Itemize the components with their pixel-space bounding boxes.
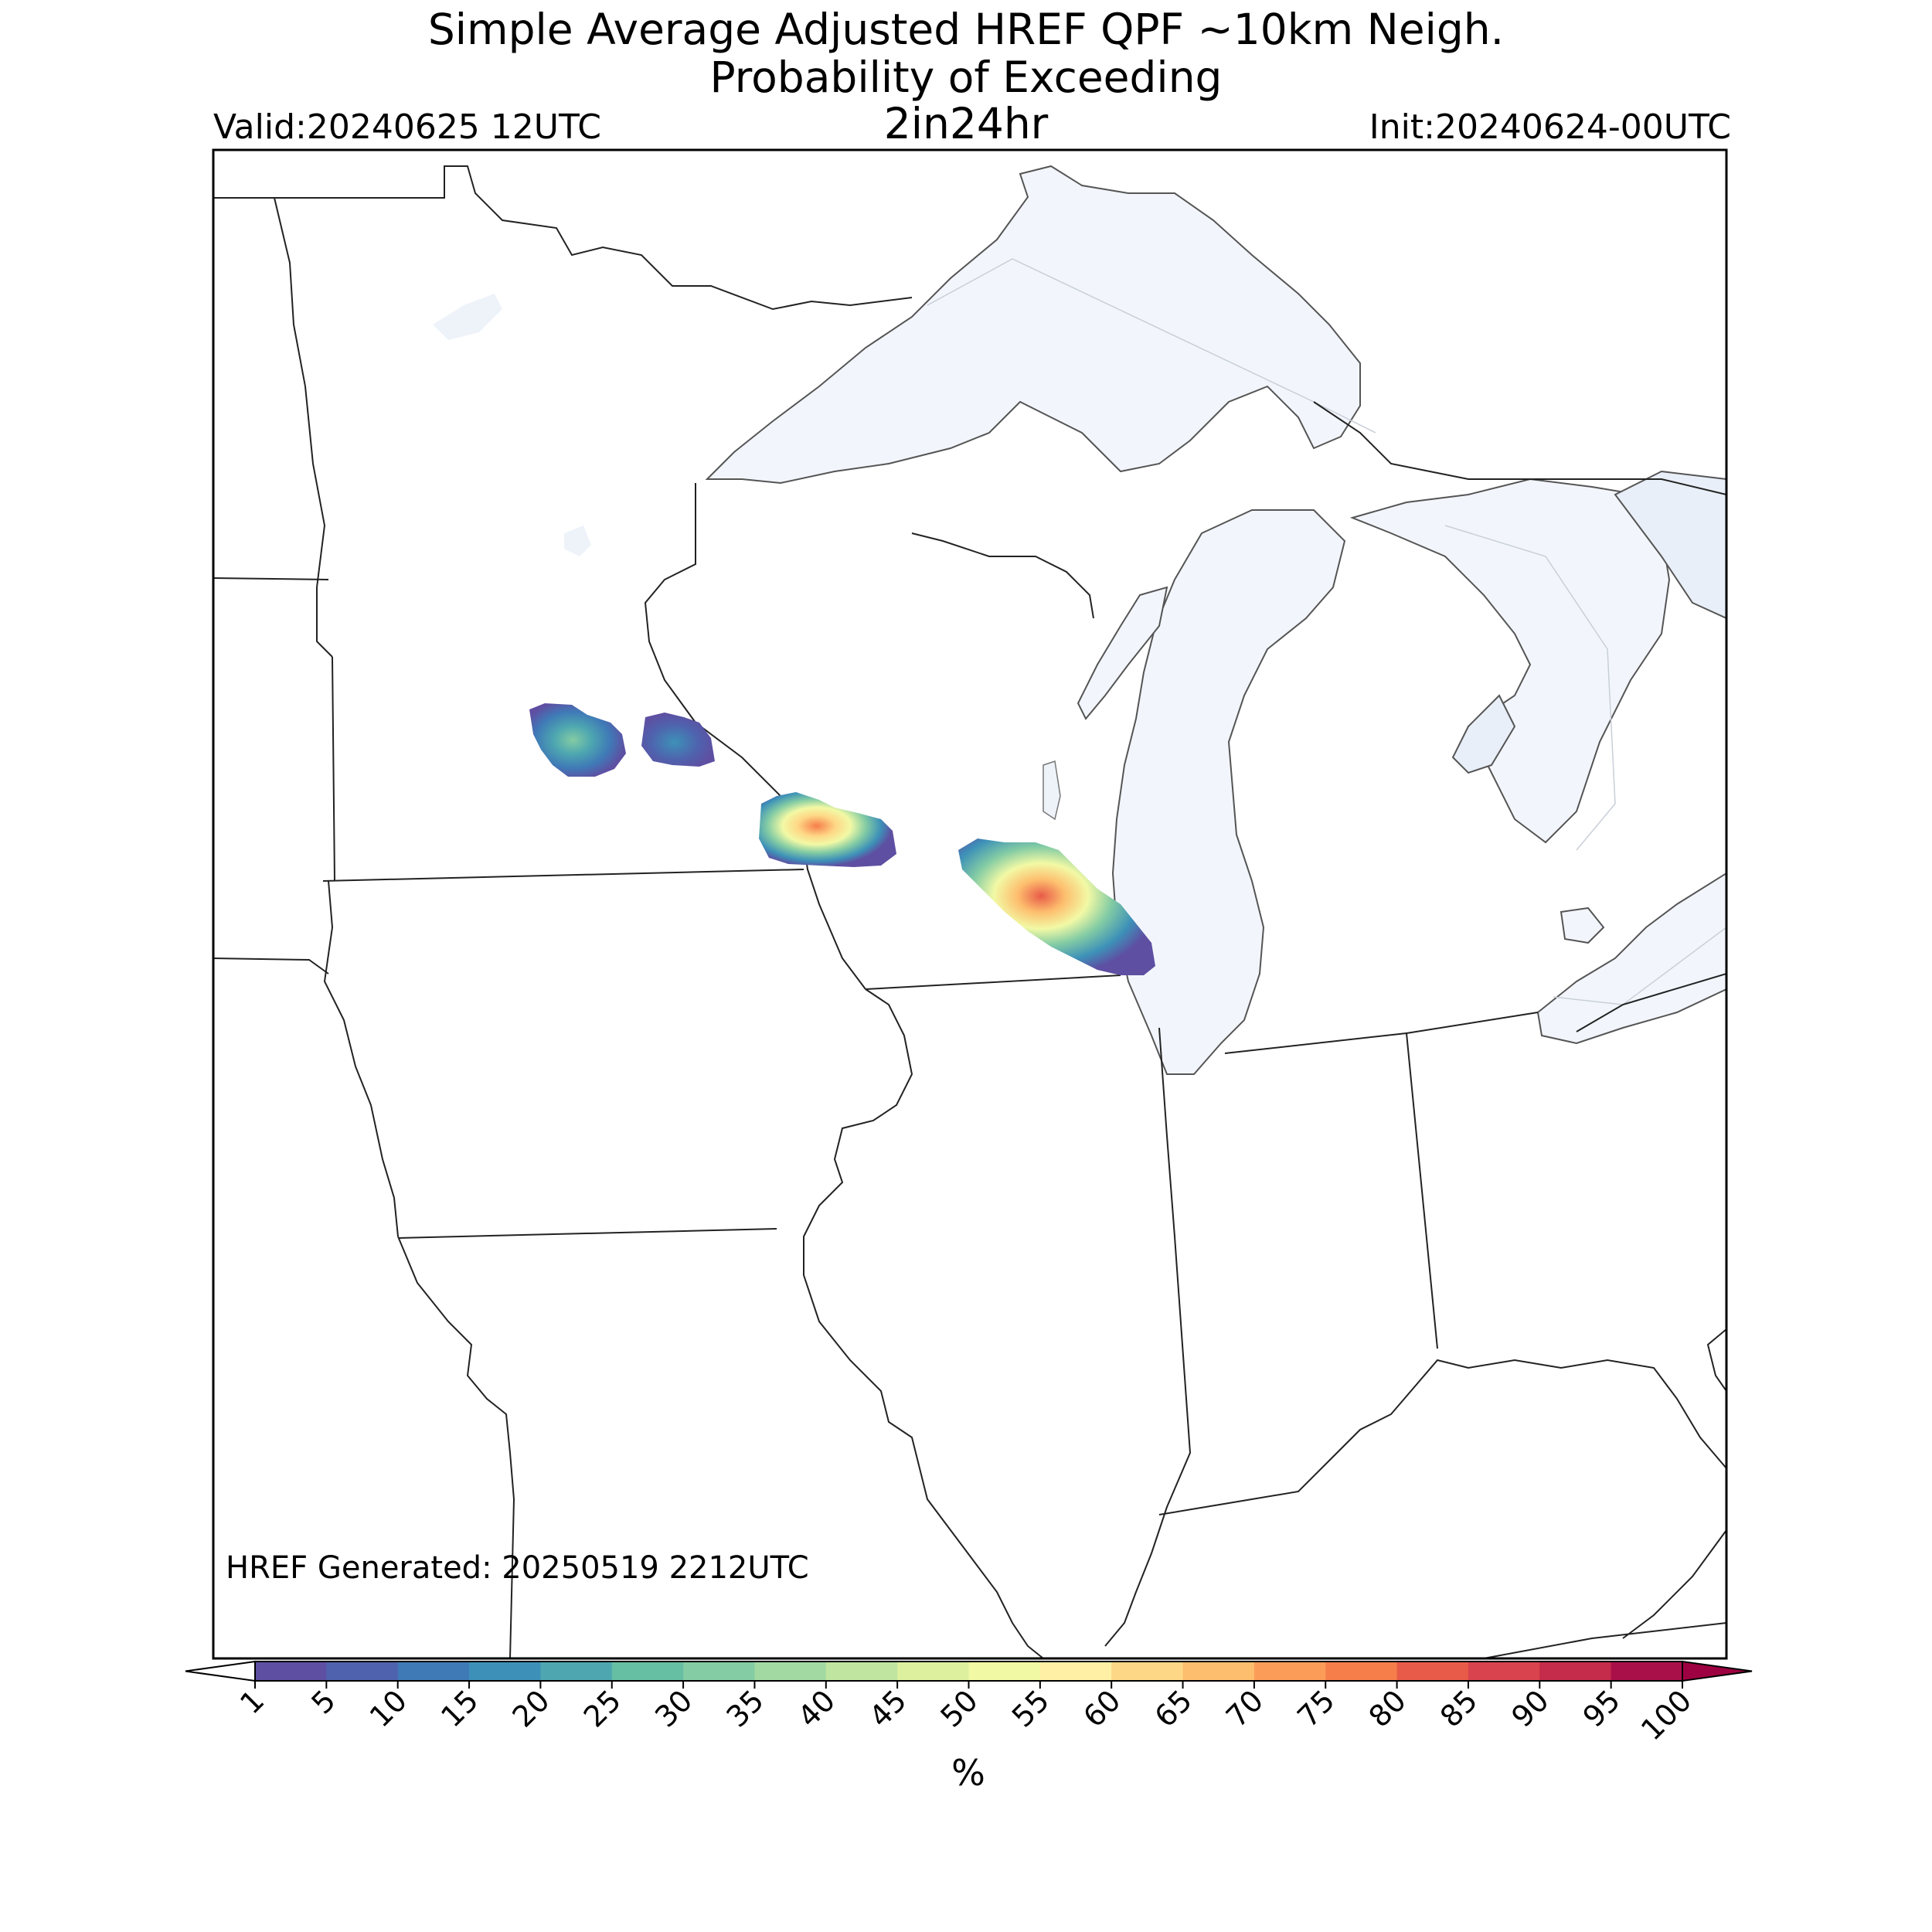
colorbar-tick-label: 95 bbox=[1577, 1683, 1627, 1733]
colorbar-tick-label: 40 bbox=[791, 1683, 842, 1733]
colorbar-swatch bbox=[1468, 1662, 1540, 1681]
lake-st-clair bbox=[1560, 906, 1605, 944]
map-frame bbox=[212, 148, 1728, 1660]
colorbar-tick-label: 70 bbox=[1219, 1683, 1270, 1733]
map-title-line2: Probability of Exceeding bbox=[709, 53, 1223, 102]
colorbar-swatch bbox=[469, 1662, 541, 1681]
colorbar: 1 5 10 15 20 25 30 35 40 45 50 55 60 65 70 75 80 85 90 95 10… bbox=[185, 1660, 1753, 1747]
colorbar-tick-label: 90 bbox=[1505, 1683, 1555, 1733]
map-title-line1: Simple Average Adjusted HREF QPF ~10km N… bbox=[427, 5, 1505, 54]
colorbar-tick-label: 100 bbox=[1634, 1683, 1698, 1747]
probability-field bbox=[529, 703, 1155, 975]
colorbar-swatch bbox=[754, 1662, 827, 1681]
colorbar-tick-label: 20 bbox=[505, 1683, 556, 1733]
generated-label: HREF Generated: 20250519 2212UTC bbox=[226, 1550, 809, 1586]
colorbar-tick-label: 1 bbox=[233, 1683, 270, 1720]
colorbar-tick-label: 55 bbox=[1005, 1683, 1056, 1733]
colorbar-swatch bbox=[1396, 1662, 1469, 1681]
green-bay bbox=[1077, 586, 1168, 720]
colorbar-under-arrow bbox=[185, 1660, 256, 1682]
prob-blob-west bbox=[529, 703, 626, 777]
colorbar-swatch bbox=[326, 1662, 399, 1681]
colorbar-swatch bbox=[1182, 1662, 1255, 1681]
colorbar-swatch bbox=[1539, 1662, 1612, 1681]
prob-blob-wi-il bbox=[958, 838, 1155, 975]
colorbar-swatch bbox=[897, 1662, 969, 1681]
colorbar-swatch bbox=[1111, 1662, 1184, 1681]
colorbar-tick-label: 45 bbox=[862, 1683, 913, 1733]
colorbar-tick-label: 30 bbox=[648, 1683, 699, 1733]
lake-erie bbox=[1536, 872, 1726, 1045]
colorbar-swatch bbox=[397, 1662, 470, 1681]
colorbar-tick-label: 65 bbox=[1148, 1683, 1199, 1733]
lake-winnebago bbox=[1043, 760, 1061, 821]
colorbar-swatch bbox=[968, 1662, 1041, 1681]
prob-blob-se-mn bbox=[759, 792, 896, 867]
colorbar-swatch bbox=[540, 1662, 613, 1681]
colorbar-swatch bbox=[611, 1662, 684, 1681]
lake-superior bbox=[705, 165, 1361, 485]
colorbar-swatch bbox=[683, 1662, 755, 1681]
colorbar-tick-label: 5 bbox=[304, 1683, 342, 1720]
colorbar-tick-label: 60 bbox=[1077, 1683, 1127, 1733]
valid-time-label: Valid:20240625 12UTC bbox=[213, 107, 602, 147]
georgian-bay bbox=[1614, 470, 1726, 620]
colorbar-tick-label: 35 bbox=[720, 1683, 770, 1733]
colorbar-over-arrow bbox=[1682, 1660, 1753, 1682]
prob-blob-mn-wi bbox=[641, 713, 715, 767]
colorbar-swatch bbox=[1325, 1662, 1398, 1681]
lake-of-the-woods bbox=[433, 294, 502, 340]
colorbar-swatch bbox=[1253, 1662, 1326, 1681]
saginaw-bay bbox=[1451, 694, 1516, 774]
lake-huron bbox=[1349, 478, 1671, 844]
threshold-label: 2in24hr bbox=[883, 99, 1049, 148]
colorbar-unit-label: % bbox=[951, 1752, 985, 1794]
colorbar-tick-label: 80 bbox=[1362, 1683, 1413, 1733]
lake-michigan bbox=[1111, 509, 1346, 1075]
colorbar-tick-label: 10 bbox=[363, 1683, 413, 1733]
state-borders bbox=[213, 165, 1726, 1658]
colorbar-tick-label: 50 bbox=[934, 1683, 985, 1733]
colorbar-swatch bbox=[1039, 1662, 1112, 1681]
colorbar-tick-label: 75 bbox=[1291, 1683, 1341, 1733]
init-time-label: Init:20240624-00UTC bbox=[1369, 107, 1731, 147]
colorbar-swatch bbox=[825, 1662, 898, 1681]
mille-lacs bbox=[564, 526, 591, 556]
colorbar-swatch bbox=[1611, 1662, 1683, 1681]
colorbar-tick-label: 85 bbox=[1434, 1683, 1484, 1733]
colorbar-tick-label: 15 bbox=[434, 1683, 485, 1733]
colorbar-swatch bbox=[255, 1662, 327, 1681]
colorbar-tick-label: 25 bbox=[577, 1683, 628, 1733]
